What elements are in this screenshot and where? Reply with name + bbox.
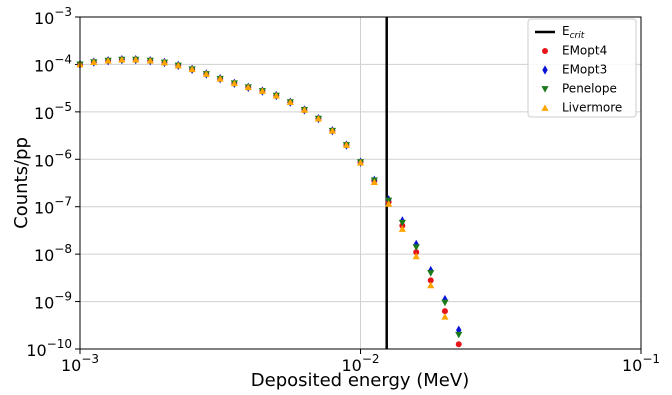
x-axis-label: Deposited energy (MeV)	[251, 370, 469, 391]
point	[342, 141, 351, 148]
y-tick-label: 10−3	[34, 5, 72, 28]
legend-label: Penelope	[562, 82, 617, 96]
legend-marker	[542, 65, 548, 75]
point	[413, 249, 420, 256]
y-tick-label: 10−10	[26, 337, 72, 360]
y-tick-label: 10−6	[34, 147, 72, 170]
point	[441, 308, 448, 315]
point	[300, 106, 309, 113]
point	[216, 75, 224, 82]
x-tick-label: 10−2	[341, 352, 379, 375]
point	[455, 331, 463, 339]
y-tick-label: 10−7	[34, 194, 72, 217]
point	[160, 58, 169, 66]
point	[202, 70, 210, 77]
legend-label: EMopt3	[562, 63, 607, 77]
point	[146, 57, 154, 64]
point	[230, 79, 238, 87]
point	[441, 299, 449, 307]
point	[258, 87, 267, 94]
legend-marker	[542, 48, 548, 54]
point	[118, 56, 126, 63]
plot-frame	[79, 16, 642, 350]
point	[174, 61, 182, 69]
y-tick-label: 10−9	[34, 289, 72, 312]
legend-label: Livermore	[562, 101, 622, 115]
x-tick-label: 10−3	[61, 352, 99, 375]
point	[286, 98, 294, 106]
y-tick-label: 10−5	[34, 99, 72, 122]
point	[188, 65, 196, 73]
point	[328, 127, 336, 134]
point	[398, 225, 406, 232]
point	[370, 178, 378, 186]
point	[427, 270, 435, 277]
point	[385, 200, 393, 207]
legend-label: Ecrit	[562, 24, 585, 41]
point	[427, 277, 434, 284]
x-tick-label: 10−1	[622, 352, 660, 375]
legend-label: EMopt4	[562, 44, 607, 58]
legend-box	[527, 18, 637, 118]
legend-marker	[541, 104, 549, 111]
point	[427, 281, 435, 289]
y-tick-label: 10−4	[34, 52, 72, 75]
point	[441, 313, 449, 320]
y-axis-label: Counts/pp	[11, 137, 32, 229]
point	[104, 57, 112, 64]
point	[455, 341, 462, 348]
point	[90, 58, 98, 65]
point	[398, 219, 406, 227]
point	[412, 244, 420, 251]
point	[412, 252, 420, 260]
y-tick-label: 10−8	[34, 242, 72, 265]
point	[272, 92, 280, 99]
point	[244, 83, 252, 91]
legend-marker	[541, 86, 549, 93]
point	[356, 159, 365, 166]
point	[132, 56, 140, 63]
point	[314, 115, 323, 122]
